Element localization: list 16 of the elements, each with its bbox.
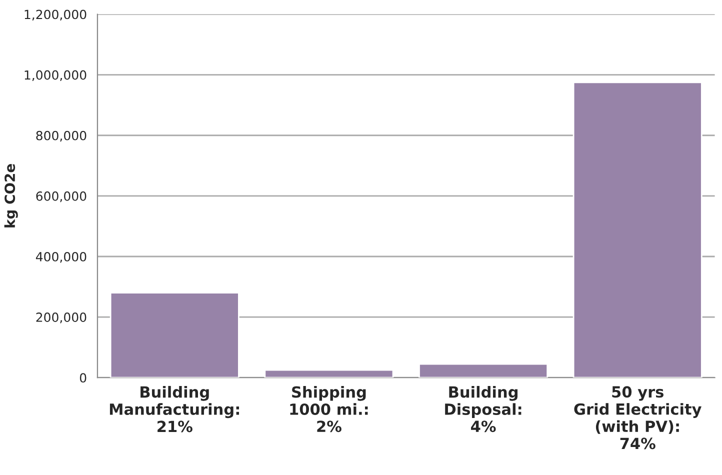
y-tick-label: 1,000,000 xyxy=(24,70,86,82)
x-tick-label: Building Manufacturing: 21% xyxy=(110,386,240,432)
y-axis-title: kg CO2e xyxy=(4,164,18,228)
x-tick-label: Shipping 1000 mi.: 2% xyxy=(290,386,368,432)
y-tick-label: 0 xyxy=(80,373,86,383)
y-tick-label: 200,000 xyxy=(36,312,86,324)
y-tick-label: 800,000 xyxy=(36,130,86,142)
x-tick-label: 50 yrs Grid Electricity (with PV): 74% xyxy=(574,386,702,450)
y-tick-label: 1,200,000 xyxy=(24,10,86,20)
bar xyxy=(572,82,702,378)
bar xyxy=(418,363,548,378)
y-tick-label: 400,000 xyxy=(36,252,86,263)
x-tick-label: Building Disposal: 4% xyxy=(445,386,522,432)
bar xyxy=(264,369,394,378)
y-tick-label: 600,000 xyxy=(36,191,86,202)
bar xyxy=(110,292,240,378)
